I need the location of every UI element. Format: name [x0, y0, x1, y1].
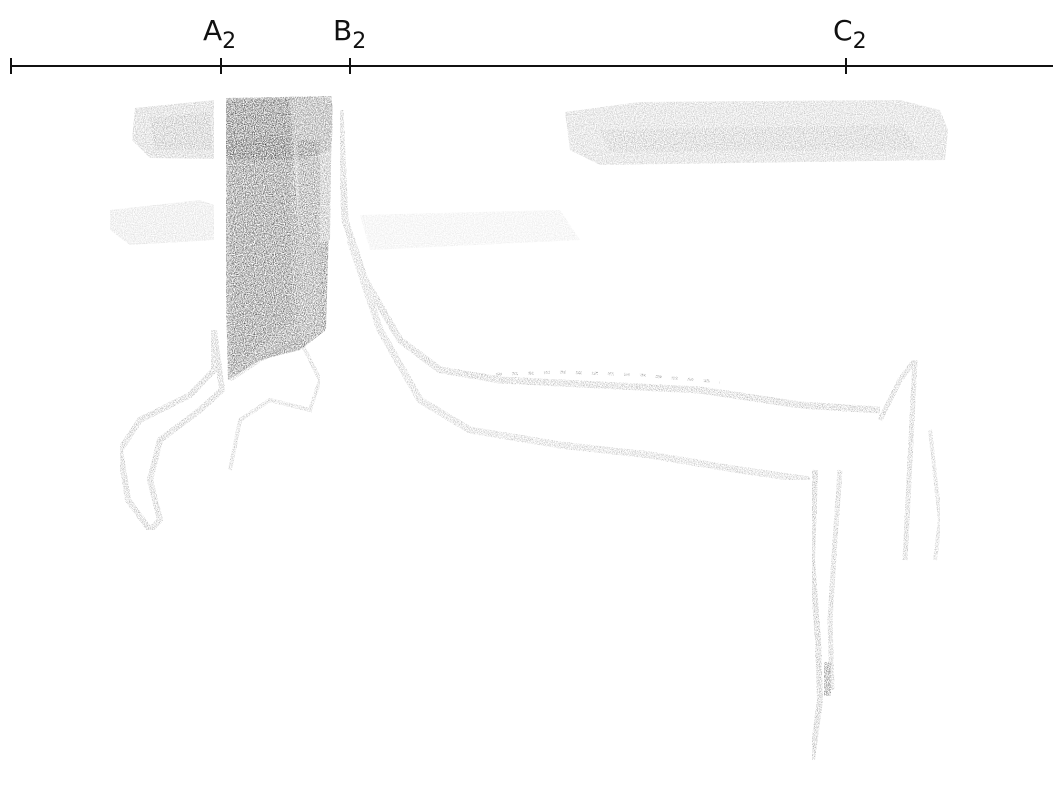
marker-a2-letter: A [203, 14, 223, 47]
dark-column [226, 96, 332, 380]
upper-right-band [565, 100, 948, 165]
right-tail [808, 351, 943, 761]
middle-fringe [110, 200, 580, 250]
marker-b2: B2 [333, 14, 366, 54]
marker-c2: C2 [833, 14, 867, 54]
marker-a2: A2 [203, 14, 236, 54]
marker-c2-subscript: 2 [852, 29, 867, 54]
scale-axis [10, 58, 1053, 74]
left-flare [116, 329, 323, 535]
marker-a2-subscript: 2 [222, 29, 237, 54]
marker-c2-letter: C [833, 14, 853, 47]
right-flare [336, 109, 881, 484]
marker-b2-letter: B [333, 14, 353, 47]
marker-b2-subscript: 2 [352, 29, 367, 54]
